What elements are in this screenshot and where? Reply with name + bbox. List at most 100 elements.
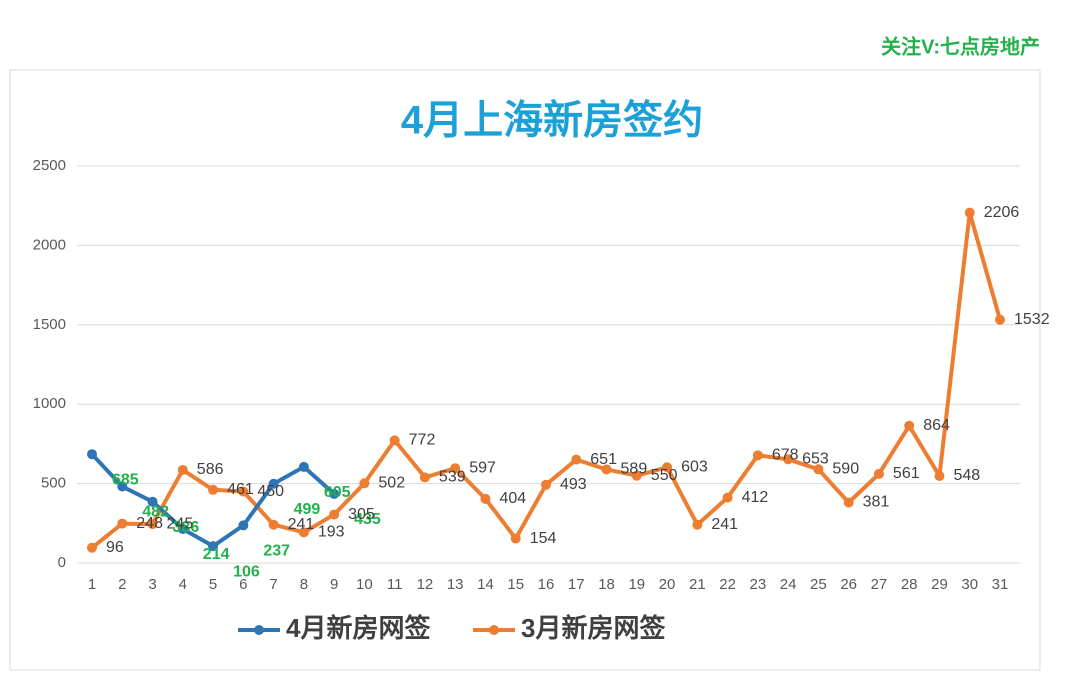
point: [268, 519, 279, 530]
x-tick-label: 28: [901, 576, 918, 593]
data-label: 586: [197, 461, 224, 478]
data-label: 499: [294, 501, 321, 518]
data-label: 214: [203, 546, 230, 563]
x-tick-label: 20: [659, 576, 676, 593]
data-label: 589: [621, 461, 648, 478]
x-tick-label: 13: [447, 576, 464, 593]
x-tick-label: 30: [961, 576, 978, 593]
x-tick-label: 4: [179, 576, 187, 593]
point: [571, 454, 582, 465]
x-tick-label: 19: [628, 576, 645, 593]
point: [147, 496, 158, 507]
x-tick-label: 22: [719, 576, 736, 593]
x-tick-label: 5: [209, 576, 217, 593]
data-label: 864: [923, 417, 950, 434]
point: [359, 478, 370, 489]
data-label: 772: [409, 432, 436, 449]
y-tick-label: 2000: [33, 236, 66, 253]
x-tick-label: 14: [477, 576, 494, 593]
x-tick-label: 25: [810, 576, 827, 593]
point: [298, 461, 309, 472]
chart-title: 4月上海新房签约: [401, 99, 703, 143]
data-label: 550: [651, 467, 678, 484]
x-tick-label: 2: [118, 576, 126, 593]
x-tick-label: 10: [356, 576, 373, 593]
legend-label: 4月新房网签: [286, 613, 431, 643]
point: [692, 519, 703, 530]
data-label: 461: [227, 481, 254, 498]
point: [238, 486, 249, 497]
data-label: 248: [136, 515, 163, 532]
x-tick-label: 9: [330, 576, 338, 593]
point: [934, 470, 945, 481]
data-label: 154: [530, 530, 557, 547]
x-tick-label: 26: [840, 576, 857, 593]
watermark: 关注V:七点房地产: [881, 34, 1040, 58]
point: [117, 481, 128, 492]
point: [238, 520, 249, 531]
data-label: 193: [318, 524, 345, 541]
data-label: 404: [499, 490, 526, 507]
data-label: 502: [378, 475, 405, 492]
data-label: 548: [953, 467, 980, 484]
point: [117, 518, 128, 529]
data-label: 450: [257, 483, 284, 500]
data-label: 241: [711, 516, 738, 533]
x-tick-label: 27: [871, 576, 888, 593]
data-label: 493: [560, 476, 587, 493]
data-label: 482: [142, 504, 169, 521]
point: [783, 454, 794, 465]
x-tick-label: 21: [689, 576, 706, 593]
data-label: 653: [802, 451, 829, 468]
point: [843, 497, 854, 508]
x-tick-label: 18: [598, 576, 615, 593]
data-label: 539: [439, 469, 466, 486]
data-label: 96: [106, 539, 124, 556]
point: [329, 488, 340, 499]
data-label: 381: [863, 494, 890, 511]
x-tick-label: 11: [387, 576, 403, 593]
y-tick-label: 1500: [33, 316, 66, 333]
data-label: 1532: [1014, 311, 1050, 328]
x-tick-label: 6: [239, 576, 247, 593]
y-tick-label: 2500: [33, 157, 66, 174]
data-label: 386: [173, 519, 200, 536]
legend-marker: [254, 625, 264, 635]
x-tick-label: 23: [750, 576, 767, 593]
x-tick-label: 15: [507, 576, 524, 593]
point: [177, 464, 188, 475]
x-tick-label: 7: [269, 576, 277, 593]
point: [904, 420, 915, 431]
point: [268, 478, 279, 489]
point: [601, 464, 612, 475]
point: [964, 207, 975, 218]
point: [510, 533, 521, 544]
point: [298, 527, 309, 538]
data-label: 106: [233, 563, 260, 580]
data-label: 685: [112, 471, 139, 488]
point: [329, 509, 340, 520]
x-tick-label: 16: [538, 576, 555, 593]
data-label: 561: [893, 465, 920, 482]
data-label: 605: [324, 484, 351, 501]
data-label: 590: [832, 461, 859, 478]
y-tick-label: 1000: [33, 395, 66, 412]
point: [87, 449, 97, 460]
point: [389, 435, 400, 446]
data-label: 305: [348, 506, 375, 523]
x-tick-label: 1: [88, 576, 96, 593]
legend-label: 3月新房网签: [521, 613, 666, 643]
point: [752, 450, 763, 461]
point: [813, 464, 824, 475]
data-label: 678: [772, 447, 799, 464]
point: [631, 470, 642, 481]
x-tick-label: 12: [417, 576, 434, 593]
x-tick-label: 24: [780, 576, 797, 593]
x-tick-label: 31: [992, 576, 1009, 593]
data-label: 245: [167, 515, 194, 532]
point: [419, 472, 430, 483]
point: [873, 468, 884, 479]
y-tick-label: 500: [41, 475, 66, 492]
y-tick-label: 0: [58, 554, 66, 571]
